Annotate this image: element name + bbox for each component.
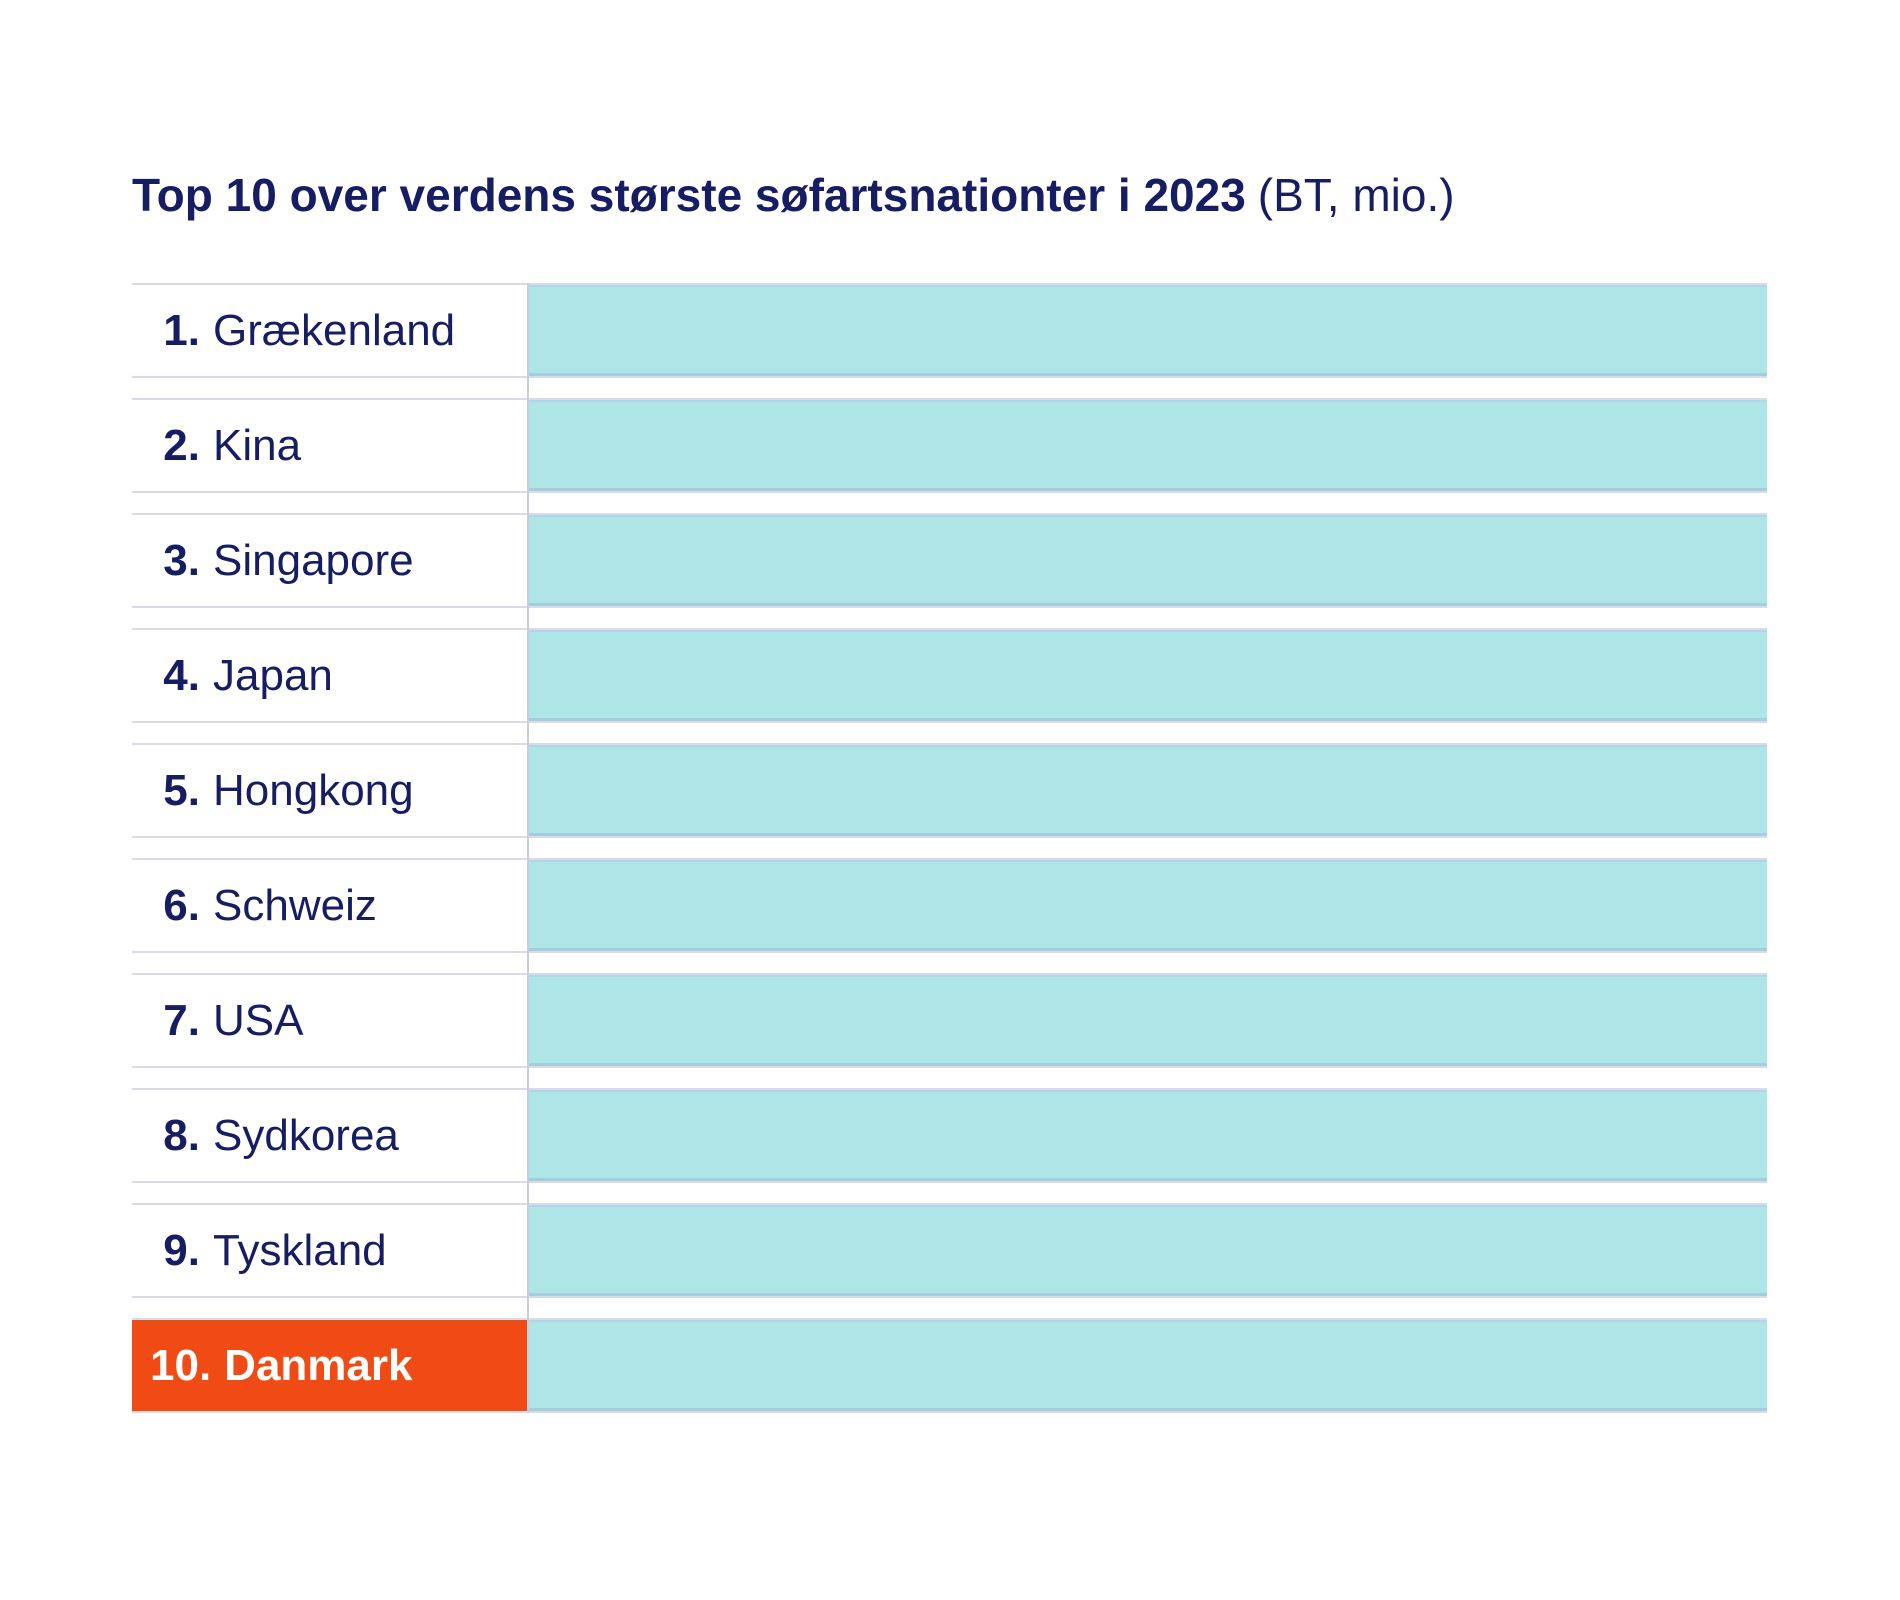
rank-label: 8.	[163, 1110, 200, 1160]
table-row: 2. Kina	[132, 398, 1767, 493]
value-bar	[529, 1090, 1767, 1181]
country-label-cell: 3. Singapore	[132, 515, 527, 606]
value-bar	[529, 400, 1767, 491]
table-row: 10. Danmark	[132, 1318, 1767, 1413]
country-label: Grækenland	[213, 305, 456, 355]
value-bar	[529, 285, 1767, 376]
table-row: 5. Hongkong	[132, 743, 1767, 838]
country-label: Japan	[213, 650, 333, 700]
value-bar	[529, 630, 1767, 721]
country-label: Sydkorea	[213, 1110, 399, 1160]
country-label-cell: 2. Kina	[132, 400, 527, 491]
rank-label: 7.	[163, 995, 200, 1045]
chart-title-unit: (BT, mio.)	[1257, 169, 1455, 221]
country-label: Singapore	[213, 535, 414, 585]
country-label-cell: 1. Grækenland	[132, 285, 527, 376]
table-row: 6. Schweiz	[132, 858, 1767, 953]
rank-label: 3.	[163, 535, 200, 585]
table-row: 3. Singapore	[132, 513, 1767, 608]
chart-title: Top 10 over verdens største søfartsnatio…	[132, 170, 1455, 221]
country-label: Schweiz	[213, 880, 377, 930]
country-label: Kina	[213, 420, 302, 470]
table-row: 7. USA	[132, 973, 1767, 1068]
value-bar	[529, 975, 1767, 1066]
country-label: Danmark	[224, 1340, 413, 1390]
rank-label: 1.	[163, 305, 200, 355]
table-row: 8. Sydkorea	[132, 1088, 1767, 1183]
country-label-cell: 8. Sydkorea	[132, 1090, 527, 1181]
column-divider	[527, 283, 529, 1413]
value-bar	[529, 745, 1767, 836]
rank-label: 9.	[163, 1225, 200, 1275]
value-bar	[529, 1320, 1767, 1411]
table-row: 4. Japan	[132, 628, 1767, 723]
rank-label: 4.	[163, 650, 200, 700]
value-bar	[529, 515, 1767, 606]
country-label-cell: 5. Hongkong	[132, 745, 527, 836]
country-label: Tyskland	[213, 1225, 387, 1275]
country-label-cell: 6. Schweiz	[132, 860, 527, 951]
rank-label: 5.	[163, 765, 200, 815]
ranking-table: 1. Grækenland 2. Kina 3. Singapore 4. Ja…	[132, 283, 1767, 1433]
rank-label: 6.	[163, 880, 200, 930]
country-label: USA	[213, 995, 304, 1045]
country-label: Hongkong	[213, 765, 414, 815]
table-row: 9. Tyskland	[132, 1203, 1767, 1298]
country-label-cell: 10. Danmark	[132, 1320, 527, 1411]
rank-label: 2.	[163, 420, 200, 470]
country-label-cell: 9. Tyskland	[132, 1205, 527, 1296]
rank-label: 10.	[150, 1340, 212, 1390]
chart-title-main: Top 10 over verdens største søfartsnatio…	[132, 169, 1246, 221]
value-bar	[529, 860, 1767, 951]
country-label-cell: 7. USA	[132, 975, 527, 1066]
value-bar	[529, 1205, 1767, 1296]
country-label-cell: 4. Japan	[132, 630, 527, 721]
table-row: 1. Grækenland	[132, 283, 1767, 378]
